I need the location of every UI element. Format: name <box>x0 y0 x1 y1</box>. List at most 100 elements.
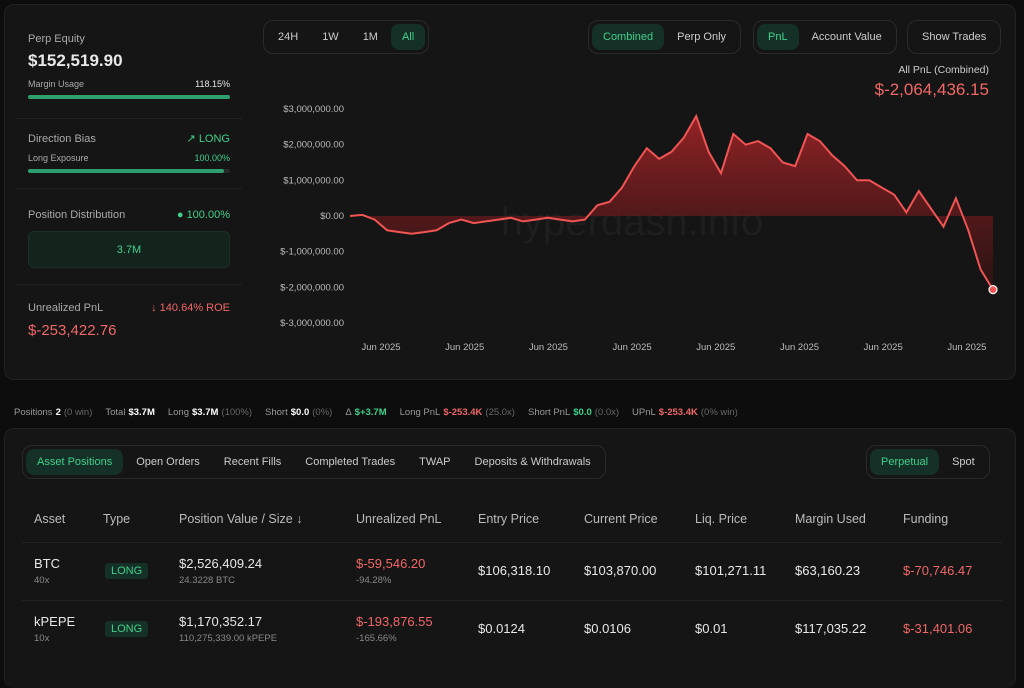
column-header: Current Price <box>584 512 658 526</box>
stat-key: Positions <box>14 407 53 418</box>
stat-value: $0.0 <box>573 407 592 418</box>
distribution-bar[interactable]: 3.7M <box>28 231 230 268</box>
current-price-value: $0.0106 <box>584 621 631 636</box>
tab-deposits-withdrawals[interactable]: Deposits & Withdrawals <box>474 456 591 468</box>
x-tick-label: Jun 2025 <box>947 342 986 353</box>
stats-bar: Positions 2 (0 win) Total $3.7M Long $3.7M (100… <box>14 407 751 418</box>
margin-usage-bar <box>28 95 230 99</box>
x-tick-label: Jun 2025 <box>780 342 819 353</box>
trend-up-icon: ↗ <box>186 133 199 145</box>
margin-used: $63,160.23 <box>795 563 860 578</box>
y-tick-label: $2,000,000.00 <box>283 140 344 151</box>
x-tick-label: Jun 2025 <box>864 342 903 353</box>
current-price-value: $103,870.00 <box>584 563 657 578</box>
y-tick-label: $1,000,000.00 <box>283 175 344 186</box>
column-header: Asset <box>34 512 66 526</box>
position-value: $2,526,409.24 24.3228 BTC <box>179 556 262 586</box>
funding: $-31,401.06 <box>903 621 972 636</box>
tab-perp-only[interactable]: Perp Only <box>677 31 727 43</box>
stat-item: UPnL $-253.4K (0% win) <box>632 407 741 418</box>
column-header[interactable]: Position Value / Size ↓ <box>179 512 303 526</box>
stat-note: (0% win) <box>700 407 738 418</box>
tab-combined[interactable]: Combined <box>592 24 665 50</box>
arrow-down-icon: ↓ <box>151 302 160 314</box>
stat-item: Total $3.7M <box>105 407 157 418</box>
tab-24h[interactable]: 24H <box>278 31 299 43</box>
tab-perpetual[interactable]: Perpetual <box>870 449 940 475</box>
show-trades-button[interactable]: Show Trades <box>907 20 1002 54</box>
tab-all[interactable]: All <box>390 24 426 50</box>
position-distribution-label: Position Distribution <box>28 209 126 221</box>
column-header: Funding <box>903 512 949 526</box>
tab-twap[interactable]: TWAP <box>419 456 451 468</box>
stat-item: Short $0.0 (0%) <box>265 407 335 418</box>
current-price: $0.0106 <box>584 621 631 636</box>
position-distribution-section: Position Distribution ● 100.00% 3.7M <box>28 209 230 268</box>
stat-item: Δ $+3.7M <box>345 407 389 418</box>
stat-key: UPnL <box>632 407 656 418</box>
tab-1m[interactable]: 1M <box>362 31 378 43</box>
stat-value: $3.7M <box>192 407 219 418</box>
unrealized-pnl-sub: -165.66% <box>356 633 397 644</box>
perp-equity-value: $152,519.90 <box>28 51 123 70</box>
column-header: Margin Used <box>795 512 866 526</box>
position-distribution-value: 100.00% <box>186 209 230 221</box>
liq-price: $0.01 <box>695 621 728 636</box>
tab-1w[interactable]: 1W <box>322 31 339 43</box>
column-header: Liq. Price <box>695 512 748 526</box>
entry-price: $0.0124 <box>478 621 525 636</box>
range-selector: 24H 1W 1M All <box>263 20 430 54</box>
perp-equity-section: Perp Equity $152,519.90 Margin Usage 118.… <box>28 33 230 99</box>
asset-value: kPEPE <box>34 614 76 629</box>
funding-value: $-31,401.06 <box>903 621 973 636</box>
show-trades-label: Show Trades <box>922 31 987 43</box>
entry-price-value: $0.0124 <box>478 621 525 636</box>
tab-asset-positions[interactable]: Asset Positions <box>26 449 124 475</box>
tab-completed-trades[interactable]: Completed Trades <box>305 456 396 468</box>
margin-used: $117,035.22 <box>795 621 866 636</box>
long-exposure-bar <box>28 169 230 173</box>
long-exposure-label: Long Exposure <box>28 153 89 163</box>
x-tick-label: Jun 2025 <box>696 342 735 353</box>
tab-spot[interactable]: Spot <box>952 456 975 468</box>
stat-key: Short <box>265 407 288 418</box>
pnl-line <box>349 113 994 291</box>
direction-bias-value: LONG <box>198 133 230 145</box>
position-value: $1,170,352.17 110,275,339.00 kPEPE <box>179 614 277 644</box>
margin-usage-value: 118.15% <box>195 79 230 89</box>
margin-used-value: $117,035.22 <box>795 621 867 636</box>
tab-pnl[interactable]: PnL <box>757 24 799 50</box>
roe-value: 140.64% ROE <box>159 302 230 314</box>
unrealized-pnl-value: $-193,876.55 <box>356 614 433 629</box>
stat-item: Long PnL $-253.4K (25.0x) <box>400 407 518 418</box>
asset-sub: 40x <box>34 575 50 586</box>
tab-open-orders[interactable]: Open Orders <box>136 456 200 468</box>
stat-value: $3.7M <box>128 407 155 418</box>
stat-key: Total <box>105 407 126 418</box>
stat-note: (100%) <box>221 407 253 418</box>
stat-key: Short PnL <box>527 407 571 418</box>
liq-price-value: $101,271.11 <box>695 563 767 578</box>
stat-value: $0.0 <box>290 407 310 418</box>
x-tick-label: Jun 2025 <box>529 342 568 353</box>
tab-account-value[interactable]: Account Value <box>811 31 882 43</box>
current-price: $103,870.00 <box>584 563 656 578</box>
y-tick-label: $3,000,000.00 <box>283 104 344 115</box>
x-tick-label: Jun 2025 <box>445 342 484 353</box>
pnl-chart[interactable]: hyperdash.info$3,000,000.00$2,000,000.00… <box>0 0 1024 380</box>
y-tick-label: $-3,000,000.00 <box>280 318 344 329</box>
margin-usage-label: Margin Usage <box>28 79 85 89</box>
unrealized-pnl-section: Unrealized PnL ↓ 140.64% ROE $-253,422.76 <box>28 302 230 339</box>
column-header: Unrealized PnL <box>356 512 442 526</box>
unrealized-pnl-value: $-59,546.20 <box>356 556 426 571</box>
last-point-marker <box>988 285 998 295</box>
stat-value: $+3.7M <box>354 407 387 418</box>
stat-note: (0.0x) <box>594 407 620 418</box>
chart-header-value: $-2,064,436.15 <box>874 80 989 99</box>
stat-value: 2 <box>55 407 61 418</box>
metric-selector: PnL Account Value <box>753 20 897 54</box>
mode-selector: Combined Perp Only <box>588 20 742 54</box>
pnl-area <box>350 116 993 290</box>
unrealized-pnl: $-59,546.20 -94.28% <box>356 556 425 586</box>
tab-recent-fills[interactable]: Recent Fills <box>223 456 282 468</box>
